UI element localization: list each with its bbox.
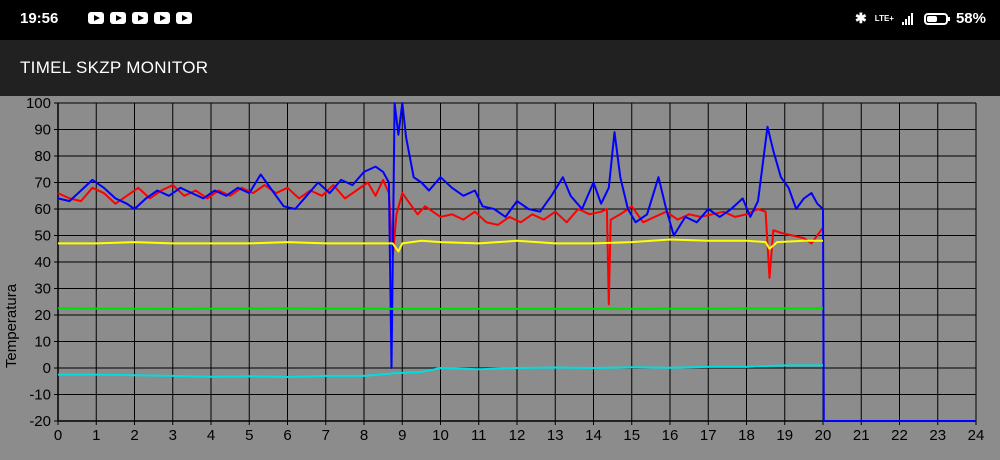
battery-icon bbox=[923, 12, 950, 25]
bluetooth-icon: ✱ bbox=[855, 10, 867, 26]
x-tick-label: 4 bbox=[207, 427, 215, 444]
signal-icon bbox=[901, 12, 916, 25]
x-tick-label: 18 bbox=[738, 427, 755, 444]
x-tick-label: 10 bbox=[432, 427, 449, 444]
x-tick-label: 12 bbox=[509, 427, 526, 444]
network-type: LTE+ bbox=[874, 13, 894, 23]
y-tick-label: 70 bbox=[34, 175, 51, 192]
x-tick-label: 0 bbox=[54, 427, 62, 444]
x-tick-label: 1 bbox=[92, 427, 100, 444]
x-tick-label: 13 bbox=[547, 427, 564, 444]
y-tick-label: 20 bbox=[34, 307, 51, 324]
notification-icons bbox=[88, 12, 192, 24]
series-line bbox=[58, 364, 823, 378]
x-tick-label: 20 bbox=[815, 427, 832, 444]
youtube-icon bbox=[88, 12, 104, 24]
y-tick-label: 60 bbox=[34, 201, 51, 218]
y-tick-label: -20 bbox=[29, 413, 51, 430]
x-tick-label: 16 bbox=[662, 427, 679, 444]
x-tick-label: 9 bbox=[398, 427, 406, 444]
series-line bbox=[57, 102, 976, 422]
x-tick-label: 21 bbox=[853, 427, 870, 444]
status-right: ✱ LTE+ 58% bbox=[855, 10, 986, 27]
x-tick-label: 15 bbox=[623, 427, 640, 444]
y-tick-label: 0 bbox=[43, 360, 51, 377]
app-bar: TIMEL SKZP MONITOR bbox=[0, 40, 1000, 96]
x-tick-label: 3 bbox=[169, 427, 177, 444]
battery-percent: 58% bbox=[955, 10, 986, 27]
y-tick-label: 40 bbox=[34, 254, 51, 271]
status-time: 19:56 bbox=[20, 10, 59, 27]
y-tick-label: -10 bbox=[29, 387, 51, 404]
x-tick-label: 24 bbox=[968, 427, 985, 444]
chart-series bbox=[57, 102, 976, 422]
youtube-icon bbox=[154, 12, 170, 24]
y-axis-label: Temperatura bbox=[3, 283, 20, 368]
youtube-icon bbox=[132, 12, 148, 24]
y-tick-label: 100 bbox=[26, 96, 51, 112]
y-tick-label: 10 bbox=[34, 334, 51, 351]
youtube-icon bbox=[110, 12, 126, 24]
x-tick-label: 11 bbox=[471, 427, 487, 444]
status-bar: 19:56 ✱ LTE+ 58% bbox=[0, 0, 1000, 40]
x-tick-label: 5 bbox=[245, 427, 253, 444]
x-tick-label: 8 bbox=[360, 427, 368, 444]
x-tick-label: 17 bbox=[700, 427, 717, 444]
series-line bbox=[57, 307, 823, 310]
chart-background bbox=[0, 96, 1000, 460]
y-tick-label: 50 bbox=[34, 228, 51, 245]
x-tick-label: 6 bbox=[283, 427, 291, 444]
x-tick-label: 2 bbox=[130, 427, 138, 444]
series-line bbox=[58, 238, 823, 253]
x-tick-label: 7 bbox=[322, 427, 330, 444]
x-tick-label: 22 bbox=[891, 427, 908, 444]
app-title: TIMEL SKZP MONITOR bbox=[20, 58, 209, 77]
x-tick-label: 14 bbox=[585, 427, 602, 444]
chart-grid bbox=[54, 102, 977, 425]
y-tick-label: 80 bbox=[34, 148, 51, 165]
y-tick-label: 90 bbox=[34, 122, 51, 139]
x-tick-label: 23 bbox=[929, 427, 946, 444]
youtube-icon bbox=[176, 12, 192, 24]
chart-tick-labels: 0 1 2 3 4 5 6 7 8 9 10 11 12 13 14 15 16 17 18 19 20 21 22 23 24… bbox=[26, 96, 984, 444]
y-tick-label: 30 bbox=[34, 281, 51, 298]
temperature-chart[interactable]: 0 1 2 3 4 5 6 7 8 9 10 11 12 13 14 15 16 17 18 19 20 21 22 23 24… bbox=[0, 96, 1000, 460]
x-tick-label: 19 bbox=[776, 427, 793, 444]
